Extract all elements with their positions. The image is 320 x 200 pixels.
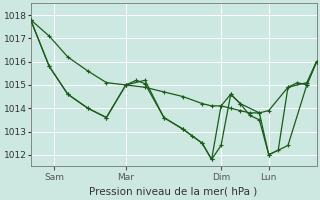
X-axis label: Pression niveau de la mer( hPa ): Pression niveau de la mer( hPa )	[90, 187, 258, 197]
